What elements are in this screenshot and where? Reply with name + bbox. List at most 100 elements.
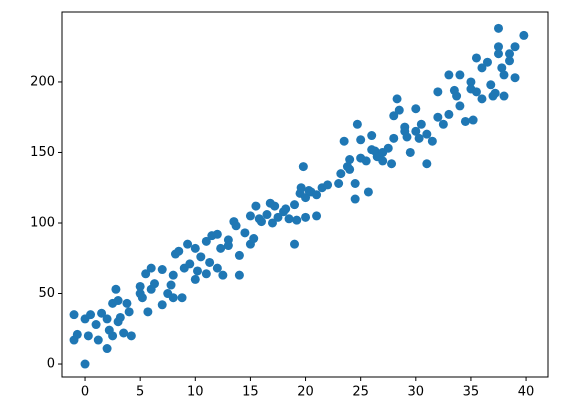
point (284, 214, 294, 224)
point (402, 132, 412, 142)
point (427, 136, 437, 146)
point (72, 329, 82, 339)
point (240, 228, 250, 238)
point (93, 335, 103, 345)
point (298, 162, 308, 172)
point (205, 257, 215, 267)
point (183, 239, 193, 249)
point (383, 143, 393, 153)
point (499, 70, 509, 80)
y-tick-label: 0 (47, 357, 55, 372)
point (301, 193, 311, 203)
point (301, 212, 311, 222)
point (493, 23, 503, 33)
point (83, 331, 93, 341)
point (234, 270, 244, 280)
point (477, 94, 487, 104)
point (231, 221, 241, 231)
point (91, 320, 101, 330)
point (414, 133, 424, 143)
y-tick-label: 200 (30, 74, 55, 89)
y-tick-label: 150 (30, 145, 55, 160)
point (356, 135, 366, 145)
point (493, 42, 503, 52)
point (312, 211, 322, 221)
point (433, 87, 443, 97)
point (168, 293, 178, 303)
point (126, 331, 136, 341)
x-tick-label: 15 (242, 385, 259, 400)
point (69, 310, 79, 320)
point (122, 298, 132, 308)
point (455, 101, 465, 111)
point (378, 156, 388, 166)
point (471, 53, 481, 63)
point (157, 265, 167, 275)
x-tick-label: 20 (297, 385, 314, 400)
point (422, 129, 432, 139)
x-tick-label: 25 (352, 385, 369, 400)
point (281, 204, 291, 214)
point (505, 49, 515, 59)
point (405, 147, 415, 157)
point (290, 239, 300, 249)
point (168, 270, 178, 280)
point (185, 259, 195, 269)
point (334, 178, 344, 188)
point (490, 88, 500, 98)
point (392, 94, 402, 104)
point (223, 241, 233, 251)
point (477, 63, 487, 73)
point (270, 201, 280, 211)
point (323, 180, 333, 190)
point (416, 119, 426, 129)
x-tick-label: 35 (463, 385, 480, 400)
point (135, 281, 145, 291)
point (466, 77, 476, 87)
point (486, 80, 496, 90)
point (471, 87, 481, 97)
point (505, 56, 515, 66)
point (249, 234, 259, 244)
point (422, 159, 432, 169)
point (411, 104, 421, 114)
point (157, 300, 167, 310)
point (339, 136, 349, 146)
point (143, 307, 153, 317)
point (212, 263, 222, 273)
point (290, 200, 300, 210)
point (193, 266, 203, 276)
y-tick-label: 50 (38, 286, 55, 301)
point (350, 194, 360, 204)
point (389, 111, 399, 121)
point (115, 312, 125, 322)
point (468, 115, 478, 125)
point (141, 269, 151, 279)
point (102, 344, 112, 354)
x-tick-label: 40 (518, 385, 535, 400)
point (150, 279, 160, 289)
point (350, 178, 360, 188)
point (519, 30, 529, 40)
point (251, 201, 261, 211)
point (411, 126, 421, 136)
point (387, 159, 397, 169)
point (245, 211, 255, 221)
x-tick-label: 30 (408, 385, 425, 400)
point (460, 116, 470, 126)
point (102, 314, 112, 324)
point (493, 49, 503, 59)
point (119, 328, 129, 338)
point (190, 243, 200, 253)
x-tick-label: 0 (81, 385, 89, 400)
point (262, 210, 272, 220)
point (201, 269, 211, 279)
point (267, 218, 277, 228)
point (389, 133, 399, 143)
point (312, 190, 322, 200)
point (444, 70, 454, 80)
point (201, 236, 211, 246)
y-tick-label: 100 (30, 215, 55, 230)
point (212, 229, 222, 239)
point (166, 280, 176, 290)
